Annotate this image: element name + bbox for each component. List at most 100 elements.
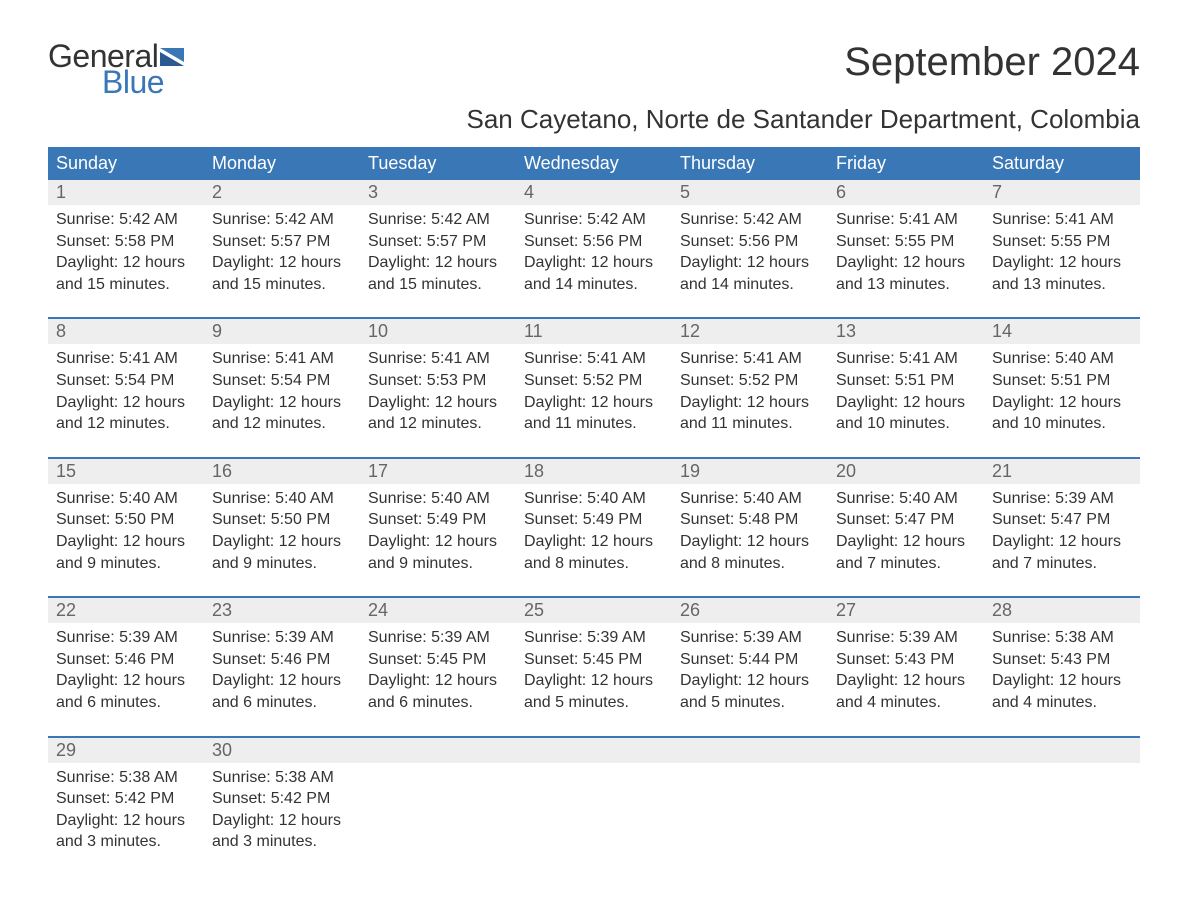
day1-text: Daylight: 12 hours [368,531,508,553]
day1-text: Daylight: 12 hours [680,670,820,692]
day-number: 12 [672,319,828,344]
sunrise-text: Sunrise: 5:40 AM [368,488,508,510]
sunset-text: Sunset: 5:53 PM [368,370,508,392]
sunset-text: Sunset: 5:43 PM [836,649,976,671]
sunrise-text: Sunrise: 5:40 AM [212,488,352,510]
sunset-text: Sunset: 5:47 PM [992,509,1132,531]
day-cell: Sunrise: 5:41 AMSunset: 5:54 PMDaylight:… [204,344,360,456]
sunset-text: Sunset: 5:51 PM [836,370,976,392]
sunset-text: Sunset: 5:57 PM [368,231,508,253]
day1-text: Daylight: 12 hours [524,392,664,414]
day2-text: and 4 minutes. [836,692,976,714]
sunset-text: Sunset: 5:52 PM [524,370,664,392]
day-number: 9 [204,319,360,344]
sunrise-text: Sunrise: 5:42 AM [524,209,664,231]
day2-text: and 15 minutes. [212,274,352,296]
day2-text: and 14 minutes. [524,274,664,296]
sunrise-text: Sunrise: 5:39 AM [56,627,196,649]
day1-text: Daylight: 12 hours [680,531,820,553]
day1-text: Daylight: 12 hours [56,531,196,553]
day-cell: Sunrise: 5:40 AMSunset: 5:48 PMDaylight:… [672,484,828,596]
sunrise-text: Sunrise: 5:40 AM [524,488,664,510]
day-cell: Sunrise: 5:42 AMSunset: 5:57 PMDaylight:… [204,205,360,317]
day1-text: Daylight: 12 hours [56,810,196,832]
day-cell [516,763,672,875]
day1-text: Daylight: 12 hours [524,252,664,274]
calendar-week: 1234567Sunrise: 5:42 AMSunset: 5:58 PMDa… [48,180,1140,317]
sunrise-text: Sunrise: 5:41 AM [836,348,976,370]
sunset-text: Sunset: 5:54 PM [212,370,352,392]
day-number: 18 [516,459,672,484]
day-number: 25 [516,598,672,623]
day-number: 28 [984,598,1140,623]
day-cell [360,763,516,875]
sunrise-text: Sunrise: 5:40 AM [836,488,976,510]
sunrise-text: Sunrise: 5:40 AM [680,488,820,510]
day-cell: Sunrise: 5:41 AMSunset: 5:55 PMDaylight:… [828,205,984,317]
day-number: 14 [984,319,1140,344]
day1-text: Daylight: 12 hours [56,252,196,274]
day-number: 22 [48,598,204,623]
sunrise-text: Sunrise: 5:41 AM [212,348,352,370]
day-cell: Sunrise: 5:40 AMSunset: 5:50 PMDaylight:… [204,484,360,596]
day-number: 23 [204,598,360,623]
day-cell: Sunrise: 5:41 AMSunset: 5:51 PMDaylight:… [828,344,984,456]
sunrise-text: Sunrise: 5:38 AM [212,767,352,789]
day-cell: Sunrise: 5:42 AMSunset: 5:56 PMDaylight:… [672,205,828,317]
day-cell [828,763,984,875]
day2-text: and 10 minutes. [992,413,1132,435]
day-cell: Sunrise: 5:41 AMSunset: 5:52 PMDaylight:… [672,344,828,456]
day-cell: Sunrise: 5:39 AMSunset: 5:46 PMDaylight:… [204,623,360,735]
day-number [360,738,516,763]
day2-text: and 7 minutes. [836,553,976,575]
sunset-text: Sunset: 5:51 PM [992,370,1132,392]
day-cell: Sunrise: 5:41 AMSunset: 5:55 PMDaylight:… [984,205,1140,317]
day-cell: Sunrise: 5:41 AMSunset: 5:52 PMDaylight:… [516,344,672,456]
day2-text: and 8 minutes. [524,553,664,575]
sunset-text: Sunset: 5:45 PM [368,649,508,671]
day-number: 10 [360,319,516,344]
day-number [984,738,1140,763]
day1-text: Daylight: 12 hours [56,392,196,414]
weekday-header: Tuesday [360,147,516,180]
brand-logo: General Blue [48,40,184,98]
day-cell: Sunrise: 5:42 AMSunset: 5:57 PMDaylight:… [360,205,516,317]
day-number [672,738,828,763]
day1-text: Daylight: 12 hours [992,252,1132,274]
day-cell: Sunrise: 5:40 AMSunset: 5:50 PMDaylight:… [48,484,204,596]
day1-text: Daylight: 12 hours [836,252,976,274]
day2-text: and 6 minutes. [212,692,352,714]
day2-text: and 12 minutes. [56,413,196,435]
sunrise-text: Sunrise: 5:41 AM [524,348,664,370]
day-cell: Sunrise: 5:39 AMSunset: 5:43 PMDaylight:… [828,623,984,735]
day-cell: Sunrise: 5:39 AMSunset: 5:45 PMDaylight:… [360,623,516,735]
page-title: September 2024 [844,40,1140,85]
day-number: 11 [516,319,672,344]
day2-text: and 9 minutes. [368,553,508,575]
sunset-text: Sunset: 5:47 PM [836,509,976,531]
day-number: 24 [360,598,516,623]
calendar: Sunday Monday Tuesday Wednesday Thursday… [48,147,1140,875]
sunrise-text: Sunrise: 5:41 AM [680,348,820,370]
sunrise-text: Sunrise: 5:41 AM [992,209,1132,231]
day-number-row: 891011121314 [48,319,1140,344]
day-cell [984,763,1140,875]
day-number: 17 [360,459,516,484]
day-cell: Sunrise: 5:42 AMSunset: 5:58 PMDaylight:… [48,205,204,317]
day-cell: Sunrise: 5:41 AMSunset: 5:54 PMDaylight:… [48,344,204,456]
day-cell: Sunrise: 5:42 AMSunset: 5:56 PMDaylight:… [516,205,672,317]
sunrise-text: Sunrise: 5:39 AM [524,627,664,649]
day-cell: Sunrise: 5:38 AMSunset: 5:42 PMDaylight:… [48,763,204,875]
day2-text: and 4 minutes. [992,692,1132,714]
day1-text: Daylight: 12 hours [992,392,1132,414]
day1-text: Daylight: 12 hours [368,252,508,274]
calendar-week: 15161718192021Sunrise: 5:40 AMSunset: 5:… [48,457,1140,596]
day2-text: and 11 minutes. [524,413,664,435]
day1-text: Daylight: 12 hours [212,392,352,414]
day2-text: and 5 minutes. [680,692,820,714]
weekday-header: Thursday [672,147,828,180]
day-number: 30 [204,738,360,763]
day-number: 27 [828,598,984,623]
day1-text: Daylight: 12 hours [680,392,820,414]
sunset-text: Sunset: 5:49 PM [524,509,664,531]
